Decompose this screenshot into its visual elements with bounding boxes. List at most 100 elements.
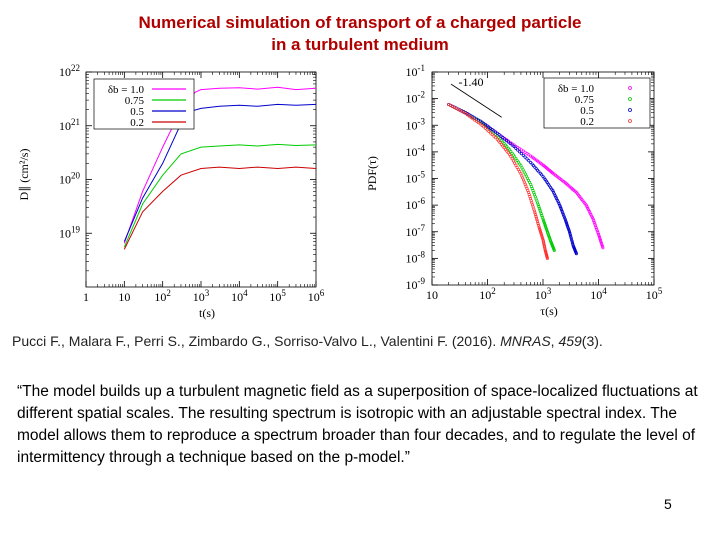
legend-swatch-0.2 — [628, 119, 632, 123]
data-point — [544, 227, 548, 231]
data-point — [519, 152, 523, 156]
citation-volume: 459 — [558, 333, 582, 349]
data-point — [523, 155, 527, 159]
data-point — [590, 214, 594, 218]
data-point — [508, 141, 512, 146]
data-point — [533, 213, 537, 217]
quote-text: “The model builds up a turbulent magneti… — [17, 383, 698, 466]
citation-authors: Pucci F., Malara F., Perri S., Zimbardo … — [12, 333, 501, 349]
legend-label-1.0: δb = 1.0 — [108, 84, 145, 96]
legend-swatch-0.75 — [628, 97, 632, 101]
data-point — [596, 231, 600, 235]
data-point — [534, 214, 538, 218]
x-tick-label: 104 — [231, 288, 248, 304]
data-point — [564, 220, 568, 224]
data-point — [566, 225, 570, 230]
data-point — [537, 226, 542, 231]
data-point — [597, 234, 601, 238]
legend-box — [93, 78, 195, 130]
data-point — [559, 206, 563, 210]
data-point — [525, 157, 529, 161]
data-point — [554, 195, 558, 199]
data-point — [521, 153, 525, 157]
slope-fit-line — [450, 83, 502, 118]
data-point — [539, 232, 543, 236]
data-point — [599, 241, 603, 245]
data-point — [485, 128, 489, 132]
citation-issue: (3). — [581, 333, 603, 349]
data-point — [513, 161, 517, 165]
data-point — [585, 205, 589, 209]
data-point — [538, 228, 542, 232]
y-tick-label: 1022 — [59, 63, 80, 79]
data-point — [593, 222, 597, 226]
legend-label-0.75: 0.75 — [125, 95, 145, 107]
data-point — [532, 209, 536, 213]
page-number: 5 — [664, 496, 672, 512]
data-point — [515, 165, 519, 169]
data-point — [593, 224, 598, 228]
data-point — [558, 205, 562, 209]
data-point — [542, 220, 546, 224]
data-point — [569, 234, 573, 238]
data-point — [594, 225, 598, 230]
data-point — [592, 219, 596, 223]
legend-label-0.5: 0.5 — [130, 106, 144, 118]
chart-panel-2: 10 102 103 104 105 10-9 10-8 10-7 10-6 10-5 10-4 10… — [365, 63, 663, 318]
data-point — [570, 241, 574, 245]
y-tick-label: 10-1 — [406, 63, 426, 79]
citation-journal: MNRAS — [500, 333, 551, 349]
data-point — [569, 236, 573, 240]
y-tick-label: 1021 — [59, 117, 80, 133]
data-point — [539, 231, 543, 235]
data-point — [598, 238, 603, 242]
x-axis-title: τ(s) — [540, 304, 557, 318]
data-point — [540, 233, 544, 238]
legend-swatch-1.0 — [628, 86, 632, 90]
data-point — [527, 159, 531, 163]
data-point — [595, 229, 599, 233]
data-point — [537, 205, 541, 209]
data-point — [562, 215, 567, 220]
data-point — [561, 212, 565, 216]
series-line-0.5 — [123, 103, 316, 242]
data-point — [511, 159, 515, 163]
citation: Pucci F., Malara F., Perri S., Zimbardo … — [12, 333, 712, 349]
data-point — [595, 227, 599, 231]
y-tick-label: 10-5 — [406, 170, 426, 186]
y-tick-label: 10-3 — [406, 116, 426, 132]
data-point — [567, 230, 572, 234]
data-point — [565, 221, 569, 225]
plot-area — [447, 83, 605, 260]
data-point — [535, 218, 539, 222]
data-point — [600, 244, 604, 248]
x-axis-title: t(s) — [199, 306, 215, 320]
data-point — [569, 237, 574, 242]
x-tick-label: 102 — [479, 286, 496, 302]
y-tick-label: 10-7 — [406, 223, 426, 239]
x-tick-label: 105 — [646, 286, 663, 302]
data-point — [551, 189, 555, 193]
data-point — [514, 146, 518, 150]
data-point — [566, 227, 571, 231]
data-point — [534, 216, 539, 220]
data-point — [588, 211, 592, 215]
legend-box — [543, 77, 651, 129]
x-tick-label: 10 — [426, 288, 438, 302]
data-point — [564, 218, 568, 223]
legend: δb = 1.00.750.50.2 — [543, 77, 651, 129]
citation-separator: , — [550, 333, 559, 349]
data-point — [501, 136, 505, 140]
data-point — [533, 211, 537, 215]
x-tick-label: 104 — [590, 286, 607, 302]
series-points-0.2 — [447, 102, 549, 260]
data-point — [537, 225, 541, 229]
data-point — [517, 150, 522, 154]
data-point — [537, 206, 541, 210]
slide-title-line1: Numerical simulation of transport of a c… — [138, 13, 582, 32]
data-point — [535, 220, 540, 224]
data-point — [488, 131, 493, 135]
data-point — [480, 123, 484, 127]
data-point — [494, 136, 498, 140]
data-point — [516, 167, 520, 172]
